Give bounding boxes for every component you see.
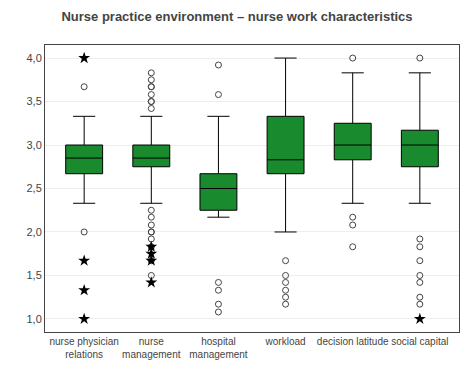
svg-text:workload: workload: [265, 336, 306, 347]
svg-text:Nurse practice environment – n: Nurse practice environment – nurse work …: [61, 9, 412, 24]
svg-text:3,0: 3,0: [27, 139, 42, 151]
svg-text:hospitalmanagement: hospitalmanagement: [189, 336, 248, 360]
svg-text:nurse physicianrelations: nurse physicianrelations: [49, 336, 118, 360]
svg-text:1,5: 1,5: [27, 269, 42, 281]
svg-text:2,0: 2,0: [27, 226, 42, 238]
svg-text:1,0: 1,0: [27, 313, 42, 325]
svg-text:nursemanagement: nursemanagement: [122, 336, 181, 360]
svg-text:2,5: 2,5: [27, 182, 42, 194]
svg-text:3,5: 3,5: [27, 95, 42, 107]
svg-text:decision latitude: decision latitude: [317, 336, 389, 347]
svg-text:4,0: 4,0: [27, 52, 42, 64]
svg-text:social capital: social capital: [391, 336, 448, 347]
